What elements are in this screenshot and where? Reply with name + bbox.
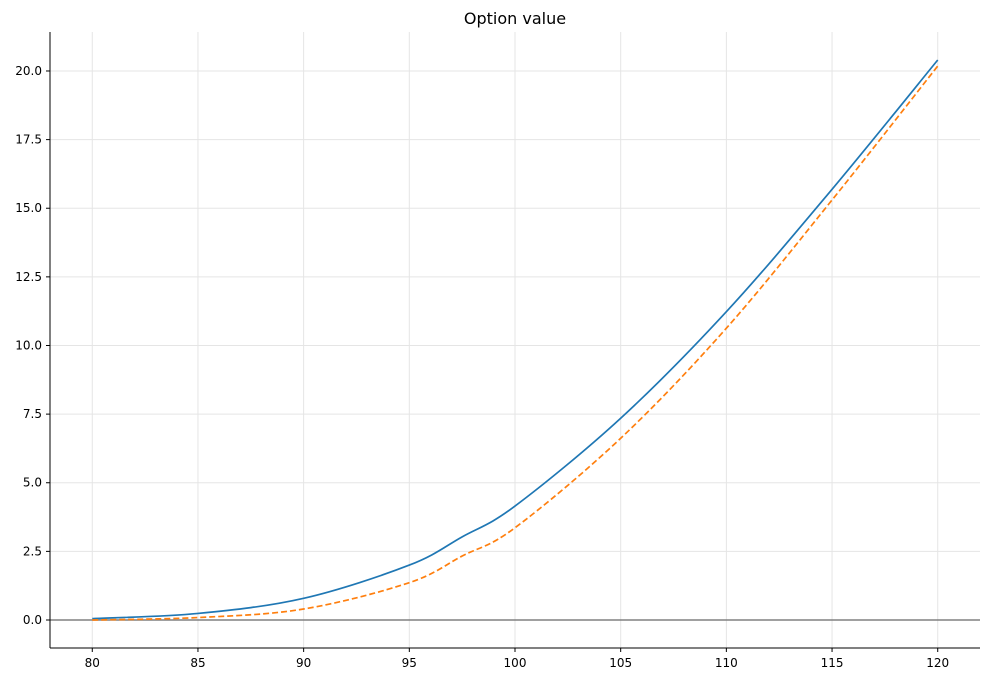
x-tick-label: 105: [609, 656, 632, 670]
y-tick-label: 7.5: [23, 407, 42, 421]
series-line-1: [92, 59, 939, 620]
y-tick-label: 5.0: [23, 476, 42, 490]
axes: 80 85 90 95 100 105 110 115 120 0.0 2.5 5.0 7.5 10.0 1…: [15, 32, 980, 670]
y-tick-label: 10.0: [15, 338, 42, 352]
x-tick-label: 85: [190, 656, 205, 670]
series-group: [92, 59, 939, 621]
y-tick-label: 15.0: [15, 201, 42, 215]
x-tick-label: 80: [85, 656, 100, 670]
x-tick-label: 110: [715, 656, 738, 670]
series-line-2: [92, 65, 939, 621]
x-tick-label: 115: [821, 656, 844, 670]
chart-title: Option value: [464, 9, 566, 28]
grid: [50, 32, 980, 648]
y-tick-label: 20.0: [15, 64, 42, 78]
x-tick-label: 120: [926, 656, 949, 670]
x-tick-label: 95: [402, 656, 417, 670]
y-tick-label: 17.5: [15, 133, 42, 147]
y-tick-label: 12.5: [15, 270, 42, 284]
y-tick-label: 2.5: [23, 544, 42, 558]
y-tick-label: 0.0: [23, 613, 42, 627]
x-tick-label: 90: [296, 656, 311, 670]
x-tick-label: 100: [504, 656, 527, 670]
